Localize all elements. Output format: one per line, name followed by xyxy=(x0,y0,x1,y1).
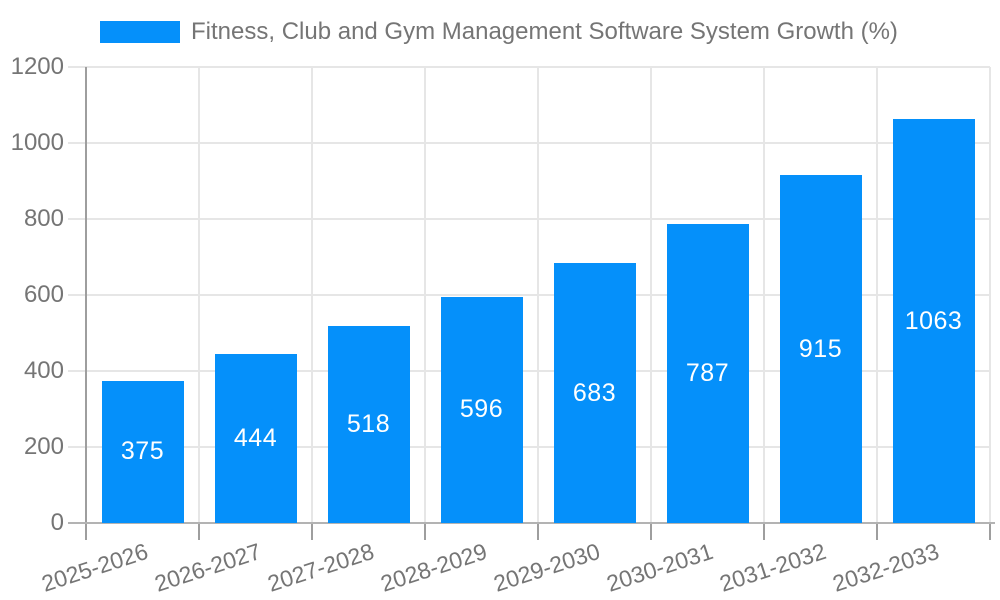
x-axis-tick xyxy=(311,523,313,540)
y-axis-label: 0 xyxy=(50,509,64,536)
y-axis-line xyxy=(85,67,87,540)
bar[interactable]: 375 xyxy=(101,380,184,523)
bar-value-label: 375 xyxy=(120,437,165,466)
bar[interactable]: 1063 xyxy=(892,119,975,523)
x-axis-tick xyxy=(198,523,200,540)
gridline-vertical xyxy=(198,67,200,523)
y-axis-label: 1000 xyxy=(10,129,64,156)
chart-title: Fitness, Club and Gym Management Softwar… xyxy=(191,18,898,45)
bar[interactable]: 683 xyxy=(553,263,636,523)
x-axis-label: 2031-2032 xyxy=(715,538,829,597)
gridline-vertical xyxy=(989,67,991,523)
x-axis-tick xyxy=(989,523,991,540)
x-axis-label: 2025-2026 xyxy=(37,538,151,597)
bar-value-label: 787 xyxy=(685,358,730,387)
bar[interactable]: 518 xyxy=(327,326,410,523)
gridline-vertical xyxy=(537,67,539,523)
y-axis-tick xyxy=(68,294,86,296)
gridline-vertical xyxy=(763,67,765,523)
x-axis-label: 2028-2029 xyxy=(376,538,490,597)
x-axis-tick xyxy=(763,523,765,540)
y-axis-tick xyxy=(68,66,86,68)
x-axis-label: 2032-2033 xyxy=(828,538,942,597)
bar-value-label: 1063 xyxy=(904,306,963,335)
x-axis-tick xyxy=(876,523,878,540)
x-axis-tick xyxy=(650,523,652,540)
y-axis-label: 400 xyxy=(23,357,64,384)
x-axis-tick xyxy=(537,523,539,540)
bar[interactable]: 444 xyxy=(214,354,297,523)
chart-legend[interactable]: Fitness, Club and Gym Management Softwar… xyxy=(100,18,898,45)
bar-value-label: 444 xyxy=(233,424,278,453)
y-axis-label: 800 xyxy=(23,205,64,232)
bar-value-label: 596 xyxy=(459,395,504,424)
bar-value-label: 518 xyxy=(346,410,391,439)
bar-value-label: 683 xyxy=(572,378,617,407)
bar[interactable]: 915 xyxy=(779,175,862,523)
legend-swatch xyxy=(100,21,180,43)
bar[interactable]: 596 xyxy=(440,296,523,523)
bar[interactable]: 787 xyxy=(666,223,749,523)
x-axis-tick xyxy=(424,523,426,540)
y-axis-tick xyxy=(68,446,86,448)
y-axis-tick xyxy=(68,142,86,144)
x-axis-baseline xyxy=(68,522,995,524)
gridline-vertical xyxy=(876,67,878,523)
x-axis-label: 2027-2028 xyxy=(263,538,377,597)
y-axis-label: 200 xyxy=(23,433,64,460)
y-axis-label: 600 xyxy=(23,281,64,308)
x-axis-label: 2026-2027 xyxy=(150,538,264,597)
gridline-vertical xyxy=(650,67,652,523)
gridline-vertical xyxy=(311,67,313,523)
x-axis-label: 2029-2030 xyxy=(489,538,603,597)
gridline-vertical xyxy=(424,67,426,523)
y-axis-label: 1200 xyxy=(10,53,64,80)
x-axis-label: 2030-2031 xyxy=(602,538,716,597)
y-axis-tick xyxy=(68,218,86,220)
bar-value-label: 915 xyxy=(798,334,843,363)
y-axis-tick xyxy=(68,370,86,372)
